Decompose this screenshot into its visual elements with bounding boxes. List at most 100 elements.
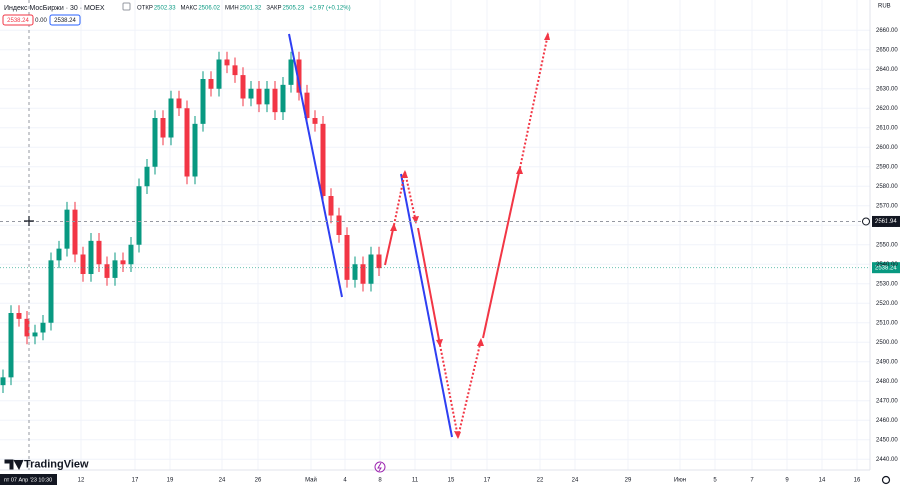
time-label-box — [0, 474, 57, 485]
currency[interactable]: RUB — [878, 4, 891, 10]
arrow-head — [401, 170, 408, 178]
settings-icon[interactable] — [122, 2, 131, 11]
y-tick-label: 2630.00 — [876, 86, 898, 92]
candle-body — [280, 84, 286, 113]
ohlc-label: МАКС — [181, 6, 198, 12]
arrow-head — [390, 223, 397, 231]
x-tick-label: 7 — [750, 478, 754, 484]
info-box — [49, 14, 81, 26]
y-tick-label: 2560.00 — [876, 223, 898, 229]
y-tick-label: 2530.00 — [876, 281, 898, 287]
ohlc-value: 2505.23 — [283, 6, 305, 12]
arrow-line — [519, 33, 549, 169]
y-tick-label: 2590.00 — [876, 164, 898, 170]
y-tick-label: 2610.00 — [876, 125, 898, 131]
arrow-line — [482, 167, 521, 339]
y-tick-label: 2580.00 — [876, 184, 898, 190]
candle-body — [296, 59, 302, 93]
x-tick-label: 12 — [78, 478, 85, 484]
candle-body — [136, 186, 142, 245]
arrow-head — [477, 338, 484, 346]
ohlc-legend: ОТКР 2502.33 МАКС 2506.02 МИН 2501.32 ЗАКР 2505… — [137, 6, 351, 12]
x-tick-label: Май — [305, 477, 317, 484]
brand-logo — [4, 459, 24, 471]
ohlc-value: 2506.02 — [198, 6, 220, 12]
x-tick-label: 24 — [572, 478, 579, 484]
crosshair-plus — [862, 217, 870, 226]
candle-body — [360, 264, 366, 284]
candle-body — [264, 88, 270, 105]
x-tick-label: 8 — [378, 478, 382, 484]
arrow-head — [454, 431, 461, 439]
ohlc-label: ОТКР — [137, 6, 153, 12]
candles — [0, 51, 382, 393]
candle-body — [48, 260, 54, 323]
candle-body — [200, 79, 206, 124]
candle-body — [32, 332, 38, 337]
candle-body — [232, 65, 238, 76]
brand: TradingView — [24, 458, 89, 470]
x-tick-label: 17 — [484, 478, 491, 484]
event-icon[interactable] — [374, 461, 386, 473]
arrow-head — [544, 32, 550, 40]
candle-body — [24, 318, 30, 337]
candle-body — [208, 79, 214, 89]
x-tick-label: 29 — [625, 478, 632, 484]
crosshair-price: 2561.94 — [875, 219, 897, 225]
grid — [0, 0, 870, 470]
y-tick-label: 2600.00 — [876, 145, 898, 151]
candle-body — [272, 88, 278, 113]
candle-body — [328, 196, 334, 216]
y-tick-label: 2660.00 — [876, 28, 898, 34]
x-tick-label: 24 — [219, 478, 226, 484]
y-tick-label: 2500.00 — [876, 340, 898, 346]
y-tick-label: 2440.00 — [876, 457, 898, 463]
y-tick-label: 2640.00 — [876, 67, 898, 73]
candle-body — [376, 254, 382, 269]
candle-body — [64, 209, 70, 249]
arrow-head — [516, 166, 523, 174]
y-tick-label: 2450.00 — [876, 437, 898, 443]
y-tick-label: 2650.00 — [876, 47, 898, 53]
candle-body — [152, 118, 158, 167]
candle-body — [120, 260, 126, 265]
candle-body — [8, 313, 14, 378]
candle-body — [184, 108, 190, 177]
crosshair: 2561.94 2538.24 — [0, 215, 900, 274]
y-tick-label: 2470.00 — [876, 398, 898, 404]
trend-line — [288, 33, 343, 298]
x-tick-label: 14 — [819, 478, 826, 484]
x-tick-label: 5 — [713, 478, 717, 484]
settings-gear[interactable] — [881, 475, 891, 485]
candle-body — [144, 166, 150, 187]
last-price-box — [872, 262, 900, 274]
arrow-line — [404, 171, 417, 223]
y-tick-label: 2480.00 — [876, 379, 898, 385]
candle-body — [56, 248, 62, 261]
y-tick-label: 2490.00 — [876, 359, 898, 365]
x-tick-label: 26 — [255, 478, 262, 484]
candle-body — [216, 59, 222, 89]
candle-body — [96, 240, 102, 265]
info-box-text: 0.00 — [35, 18, 47, 24]
candle-body — [240, 75, 246, 99]
crosshair-price-box — [872, 215, 900, 227]
event-icon-bolt — [377, 462, 382, 472]
candle-body — [248, 88, 254, 99]
candle-body — [224, 59, 230, 66]
arrow-line — [417, 227, 441, 346]
candle-body — [128, 244, 134, 265]
candle-body — [192, 123, 198, 177]
x-tick-label: 11 — [412, 478, 419, 484]
candle-body — [160, 118, 166, 138]
candle-body — [88, 240, 94, 274]
ohlc-label: ЗАКР — [266, 6, 281, 12]
arrow-line — [393, 171, 406, 226]
info-box — [2, 14, 34, 26]
y-tick-label: 2540.00 — [876, 262, 898, 268]
ohlc-change: +2.97 (+0.12%) — [309, 6, 350, 12]
arrow-head — [412, 216, 419, 224]
info-box-text: 2538.24 — [54, 18, 76, 24]
x-tick-label: 22 — [537, 478, 544, 484]
arrow-head — [436, 339, 443, 347]
